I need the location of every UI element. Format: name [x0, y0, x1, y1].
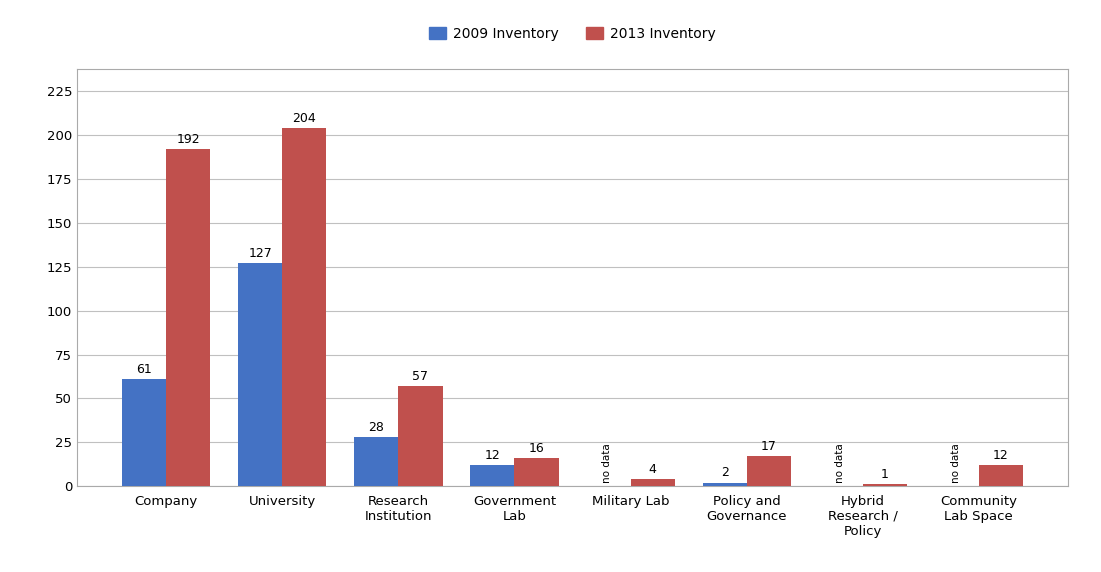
Bar	[746, 456, 791, 486]
Legend: 2009 Inventory, 2013 Inventory: 2009 Inventory, 2013 Inventory	[424, 21, 721, 46]
Text: 12: 12	[484, 448, 500, 462]
Text: 1: 1	[881, 468, 889, 481]
Bar	[355, 437, 399, 486]
Text: 192: 192	[176, 133, 200, 146]
Bar	[166, 149, 210, 486]
Text: 12: 12	[993, 448, 1009, 462]
Bar	[514, 458, 558, 486]
Text: 28: 28	[369, 420, 384, 434]
Text: no data: no data	[835, 443, 844, 483]
Text: 127: 127	[249, 247, 272, 260]
Bar	[470, 465, 514, 486]
Text: 17: 17	[761, 440, 776, 453]
Bar	[399, 386, 443, 486]
Text: 4: 4	[648, 463, 656, 476]
Text: 2: 2	[721, 466, 729, 479]
Bar	[282, 128, 326, 486]
Text: no data: no data	[950, 443, 960, 483]
Bar	[238, 263, 282, 486]
Text: 57: 57	[413, 370, 428, 383]
Text: no data: no data	[602, 443, 612, 483]
Bar	[122, 379, 166, 486]
Bar	[702, 483, 746, 486]
Bar	[863, 484, 907, 486]
Bar	[979, 465, 1023, 486]
Text: 16: 16	[528, 442, 544, 455]
Text: 204: 204	[293, 112, 316, 125]
Text: 61: 61	[137, 363, 152, 376]
Bar	[631, 479, 675, 486]
